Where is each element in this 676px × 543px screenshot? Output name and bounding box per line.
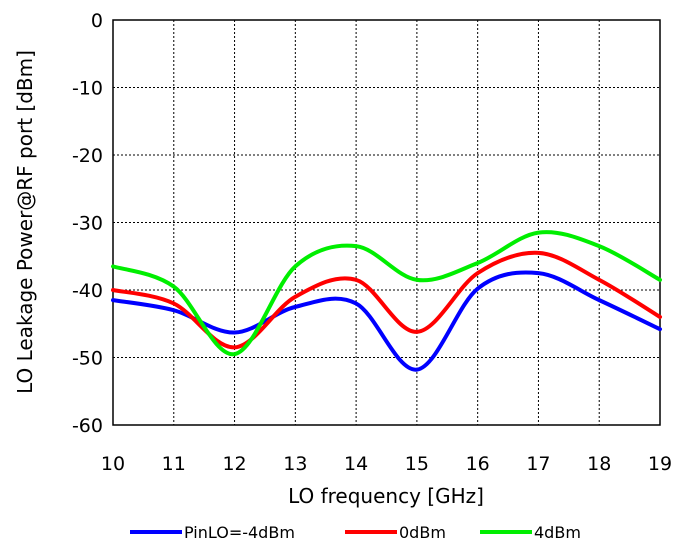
- x-tick-label: 10: [101, 453, 125, 475]
- y-tick-label: -30: [72, 213, 103, 235]
- x-tick-label: 11: [162, 453, 186, 475]
- y-axis-title: LO Leakage Power@RF port [dBm]: [13, 50, 37, 394]
- series-line-2: [111, 230, 662, 357]
- plot-area-frame: [112, 19, 661, 426]
- series-layer: [111, 230, 662, 372]
- series-line-1: [111, 250, 662, 350]
- x-tick-label: 14: [344, 453, 368, 475]
- y-tick-label: 0: [91, 10, 103, 32]
- legend: PinLO=-4dBm 0dBm 4dBm: [130, 523, 581, 542]
- x-tick-label: 16: [466, 453, 490, 475]
- legend-label: 4dBm: [534, 523, 581, 542]
- y-tick-label: -50: [72, 348, 103, 370]
- legend-label: PinLO=-4dBm: [184, 523, 295, 542]
- series-line-0: [111, 270, 662, 372]
- grid: [113, 20, 660, 425]
- legend-label: 0dBm: [399, 523, 446, 542]
- x-tick-label: 17: [526, 453, 550, 475]
- y-tick-label: -40: [72, 280, 103, 302]
- x-axis-title: LO frequency [GHz]: [288, 484, 484, 508]
- x-tick-label: 13: [283, 453, 307, 475]
- x-tick-label: 18: [587, 453, 611, 475]
- x-axis-ticks: 10 11 12 13 14 15 16 17 18 19: [101, 453, 672, 475]
- x-tick-label: 15: [405, 453, 429, 475]
- y-tick-label: -20: [72, 145, 103, 167]
- x-tick-label: 12: [222, 453, 246, 475]
- y-tick-label: -10: [72, 78, 103, 100]
- y-tick-label: -60: [72, 415, 103, 437]
- y-axis-ticks: 0 -10 -20 -30 -40 -50 -60: [72, 10, 103, 437]
- x-tick-label: 19: [648, 453, 672, 475]
